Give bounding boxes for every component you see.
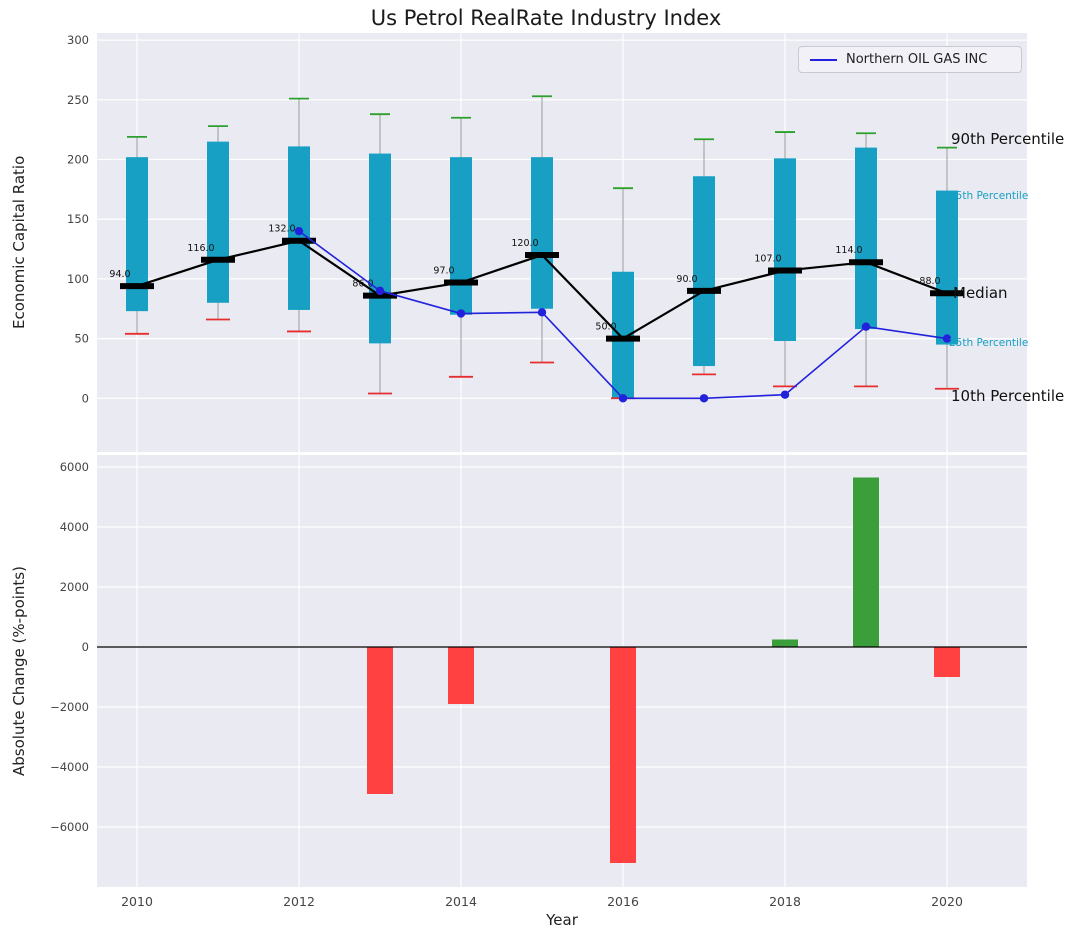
x-tick-label: 2012 — [283, 894, 315, 909]
company-point — [618, 394, 628, 403]
chart-title: Us Petrol RealRate Industry Index — [370, 6, 722, 30]
y-tick-label: 150 — [67, 212, 89, 226]
median-value-label: 88.0 — [919, 276, 940, 287]
x-tick-label: 2020 — [931, 894, 963, 909]
median-value-label: 86.0 — [352, 279, 373, 290]
legend: Northern OIL GAS INC — [798, 46, 1022, 73]
annotation-10th-percentile: 10th Percentile — [951, 387, 1065, 405]
y-axis-label-bottom: Absolute Change (%-points) — [10, 566, 28, 776]
company-point — [699, 394, 709, 403]
median-value-label: 120.0 — [511, 238, 538, 249]
company-point — [294, 226, 304, 236]
x-tick-label: 2016 — [607, 894, 639, 909]
industry-percentile-panel: 0 50 100 150 200 250 300 94.0 116.0 132.0 86.0 97.0… — [67, 33, 1027, 452]
percentile-box — [855, 147, 877, 330]
percentile-box — [207, 141, 229, 303]
x-tick-label: 2014 — [445, 894, 477, 909]
company-point — [861, 322, 871, 331]
y-tick-label: 100 — [67, 272, 89, 286]
y-tick-label: 50 — [74, 332, 89, 346]
percentile-box — [693, 176, 715, 367]
company-point — [375, 286, 385, 296]
legend-label: Northern OIL GAS INC — [846, 52, 988, 67]
annotation-median: Median — [953, 284, 1008, 302]
y-tick-label: −4000 — [50, 760, 89, 774]
company-point — [780, 390, 790, 399]
company-point — [942, 334, 952, 343]
annotation-90th-percentile: 90th Percentile — [951, 130, 1065, 148]
panel-background — [97, 33, 1027, 452]
x-tick-label: 2018 — [769, 894, 801, 909]
median-value-label: 94.0 — [109, 269, 130, 280]
annotation-25th-percentile: 25th Percentile — [949, 337, 1029, 349]
company-point — [456, 309, 466, 318]
absolute-change-panel: −6000 −4000 −2000 0 2000 4000 6000 2010 2012 2014… — [50, 455, 1027, 909]
y-tick-label: −6000 — [50, 820, 89, 834]
median-value-label: 50.0 — [595, 322, 616, 333]
y-tick-label: 200 — [67, 153, 89, 167]
change-bar — [367, 647, 393, 794]
change-bar — [772, 639, 798, 647]
median-value-label: 114.0 — [835, 245, 862, 256]
median-value-label: 132.0 — [268, 224, 295, 235]
median-value-label: 116.0 — [187, 243, 214, 254]
percentile-box — [369, 153, 391, 344]
change-bar — [610, 647, 636, 863]
median-value-label: 97.0 — [433, 265, 454, 276]
y-tick-label: 0 — [82, 391, 89, 405]
percentile-box — [126, 157, 148, 312]
legend-line-icon — [810, 58, 837, 61]
change-bar — [934, 647, 960, 677]
percentile-box — [612, 271, 634, 399]
y-tick-label: 6000 — [60, 460, 89, 474]
x-tick-label: 2010 — [121, 894, 153, 909]
percentile-box — [531, 157, 553, 309]
y-tick-label: −2000 — [50, 700, 89, 714]
percentile-box — [936, 190, 958, 345]
y-tick-label: 300 — [67, 33, 89, 47]
median-value-label: 107.0 — [754, 254, 781, 265]
y-axis-label-top: Economic Capital Ratio — [10, 155, 28, 330]
change-bar — [853, 477, 879, 647]
change-bar — [448, 647, 474, 704]
panel-background — [97, 455, 1027, 887]
percentile-box — [774, 158, 796, 341]
y-tick-label: 2000 — [60, 580, 89, 594]
annotation-75th-percentile: 75th Percentile — [949, 190, 1029, 202]
company-point — [537, 308, 547, 317]
y-tick-label: 4000 — [60, 520, 89, 534]
y-tick-label: 0 — [82, 640, 89, 654]
y-tick-label: 250 — [67, 93, 89, 107]
x-axis-label: Year — [546, 911, 578, 929]
median-value-label: 90.0 — [676, 274, 697, 285]
percentile-box — [450, 157, 472, 315]
